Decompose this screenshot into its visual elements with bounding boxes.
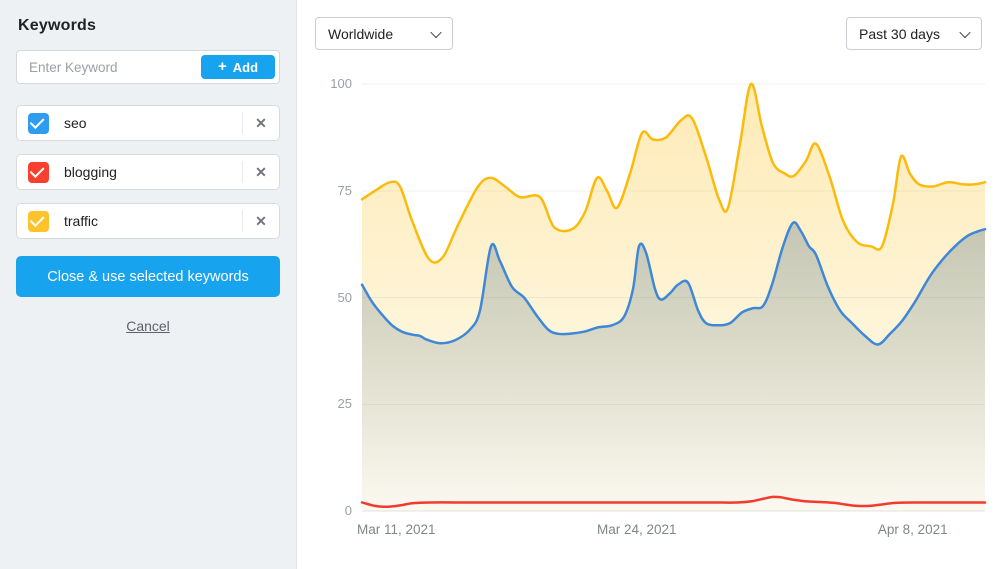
remove-keyword-button[interactable]: ✕ [243,204,279,238]
y-axis-label: 50 [337,289,352,305]
trend-chart [360,82,987,512]
y-axis-label: 75 [337,182,352,198]
keyword-checkbox[interactable] [28,210,49,232]
time-range-select[interactable]: Past 30 days [846,17,982,50]
item-divider [242,161,243,183]
item-divider [242,112,243,134]
item-divider [242,210,243,232]
region-select[interactable]: Worldwide [315,17,453,50]
trends-panel: Worldwide Past 30 days 100 75 50 25 0 Mar 11… [298,0,1000,569]
check-icon [29,114,45,130]
keyword-item: seo ✕ [16,105,280,141]
y-axis-label: 0 [344,503,352,518]
keyword-item: blogging ✕ [16,154,280,190]
close-and-use-button[interactable]: Close & use selected keywords [16,256,280,297]
sidebar-title: Keywords [18,17,97,34]
keyword-checkbox[interactable] [28,112,49,134]
chevron-down-icon [430,26,442,38]
keyword-input-row: + Add [16,50,280,84]
remove-keyword-button[interactable]: ✕ [243,155,279,189]
plus-icon: + [217,58,227,75]
keyword-label: blogging [64,164,117,180]
keyword-list: seo ✕ blogging ✕ traffic ✕ [16,105,280,239]
region-select-value: Worldwide [328,25,394,42]
x-axis-label: Apr 8, 2021 [877,522,948,537]
remove-keyword-button[interactable]: ✕ [243,106,279,140]
time-range-select-value: Past 30 days [859,25,940,42]
keyword-label: seo [64,115,87,131]
y-axis-label: 25 [337,396,352,412]
check-icon [29,163,45,179]
cancel-link[interactable]: Cancel [126,318,170,334]
keyword-item: traffic ✕ [16,203,280,239]
x-axis-label: Mar 11, 2021 [356,522,436,537]
keywords-sidebar: Keywords + Add seo ✕ blogging ✕ traffic [0,0,297,569]
trend-chart-svg [360,82,987,512]
x-axis-label: Mar 24, 2021 [596,522,677,537]
add-keyword-button[interactable]: + Add [201,55,275,79]
add-button-label: Add [232,59,259,75]
keyword-label: traffic [64,213,98,229]
y-axis-label: 100 [330,76,352,91]
chevron-down-icon [959,26,971,38]
check-icon [29,212,45,228]
keyword-checkbox[interactable] [28,161,49,183]
